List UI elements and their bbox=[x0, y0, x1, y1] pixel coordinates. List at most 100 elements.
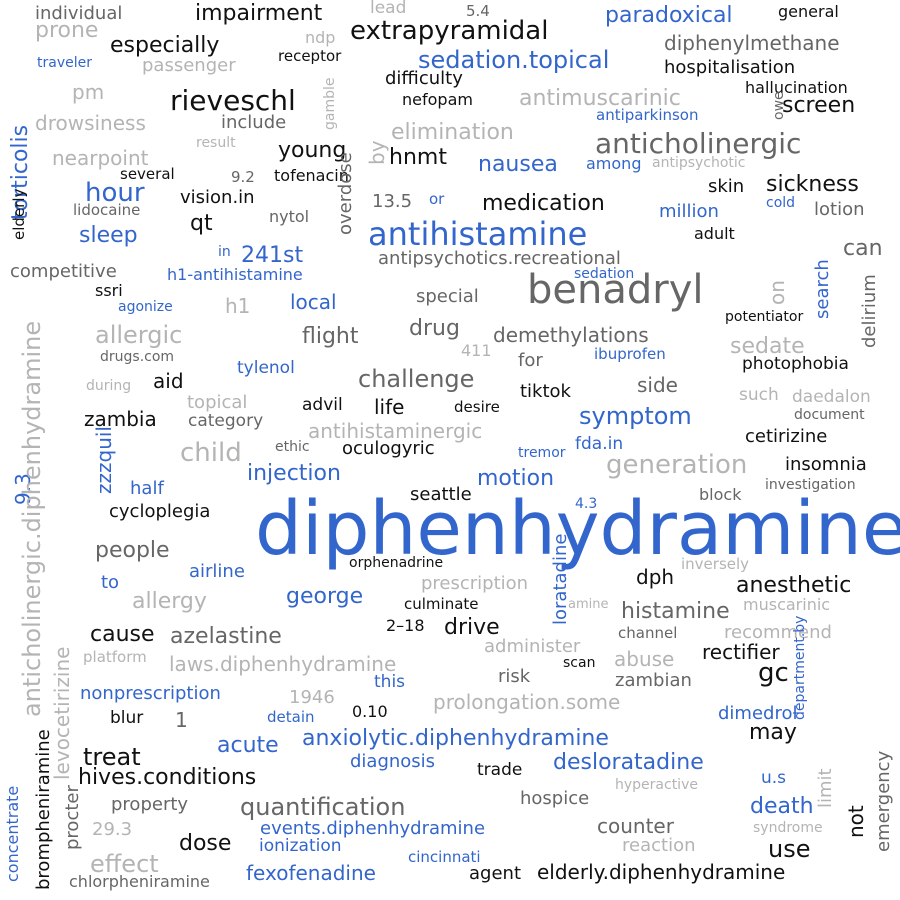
word-cincinnati: cincinnati bbox=[408, 848, 481, 866]
word-brompheniramine: brompheniramine bbox=[33, 729, 54, 890]
word-anticholinergic-diphenhydramine: anticholinergic.diphenhydramine bbox=[18, 320, 46, 717]
word-people: people bbox=[95, 538, 170, 563]
word-impairment: impairment bbox=[195, 1, 323, 26]
word-benadryl: benadryl bbox=[527, 267, 704, 313]
word-insomnia: insomnia bbox=[785, 454, 867, 475]
word-sleep: sleep bbox=[79, 223, 138, 248]
word-by: by bbox=[365, 140, 389, 165]
word-drowsiness: drowsiness bbox=[35, 111, 146, 135]
word-risk: risk bbox=[498, 666, 531, 687]
word-during: during bbox=[86, 378, 132, 394]
word-airline: airline bbox=[189, 561, 245, 582]
word-anticholinergic: anticholinergic bbox=[595, 127, 802, 160]
word-dimedrol: dimedrol bbox=[718, 703, 798, 724]
word-overdose: overdose bbox=[335, 152, 356, 235]
word-half: half bbox=[130, 478, 164, 499]
word-include: include bbox=[221, 112, 287, 133]
word-blur: blur bbox=[110, 708, 144, 728]
word-abuse: abuse bbox=[614, 647, 675, 671]
word-category: category bbox=[188, 411, 264, 431]
word-advil: advil bbox=[302, 395, 343, 415]
word-syndrome: syndrome bbox=[753, 820, 823, 836]
word-potentiator: potentiator bbox=[725, 309, 804, 325]
word-document: document bbox=[794, 407, 865, 423]
word-ndp: ndp bbox=[305, 28, 336, 47]
word-platform: platform bbox=[83, 648, 147, 666]
word-use: use bbox=[768, 835, 811, 863]
word-limit: limit bbox=[815, 768, 836, 808]
word-difficulty: difficulty bbox=[385, 68, 463, 89]
word-5-4: 5.4 bbox=[466, 2, 490, 20]
word-chlorpheniramine: chlorpheniramine bbox=[69, 872, 210, 891]
word-on: on bbox=[765, 280, 789, 305]
word-loratadine: loratadine bbox=[550, 533, 571, 625]
word-may: may bbox=[749, 720, 797, 745]
word-13-5: 13.5 bbox=[372, 191, 413, 212]
word-demethylations: demethylations bbox=[493, 323, 649, 347]
word-general: general bbox=[778, 2, 839, 21]
word-administer: administer bbox=[484, 636, 581, 657]
word-241st: 241st bbox=[241, 243, 304, 268]
word-gc: gc bbox=[758, 658, 789, 688]
word-vision-in: vision.in bbox=[180, 187, 255, 208]
word-investigation: investigation bbox=[765, 477, 856, 493]
word-cold: cold bbox=[766, 195, 796, 211]
word-h1-antihistamine: h1-antihistamine bbox=[167, 265, 303, 284]
word-2-18: 2–18 bbox=[386, 616, 425, 635]
word-child: child bbox=[180, 438, 242, 468]
word-young: young bbox=[278, 138, 347, 163]
word-amine: amine bbox=[568, 597, 609, 612]
word-allergy: allergy bbox=[132, 589, 207, 614]
word-zambian: zambian bbox=[615, 670, 692, 691]
word-h1: h1 bbox=[225, 294, 251, 318]
word-ionization: ionization bbox=[259, 836, 342, 856]
word-extrapyramidal: extrapyramidal bbox=[350, 16, 549, 46]
word-generation: generation bbox=[606, 450, 748, 480]
word-search: search bbox=[812, 259, 833, 319]
word-procter: procter bbox=[62, 785, 83, 850]
word-411: 411 bbox=[461, 341, 492, 360]
word-block: block bbox=[699, 485, 742, 504]
word-dose: dose bbox=[179, 831, 232, 856]
word-not: not bbox=[844, 805, 868, 838]
word-1: 1 bbox=[175, 708, 188, 732]
word-counter: counter bbox=[597, 814, 674, 838]
word-million: million bbox=[659, 201, 719, 222]
word-hallucination: hallucination bbox=[745, 78, 848, 97]
word-4-3: 4.3 bbox=[575, 496, 598, 512]
word-scan: scan bbox=[563, 655, 596, 671]
word-rieveschl: rieveschl bbox=[170, 84, 296, 117]
word-hospice: hospice bbox=[520, 788, 590, 809]
word-sickness: sickness bbox=[766, 172, 859, 197]
word-drive: drive bbox=[444, 615, 500, 640]
word-challenge: challenge bbox=[358, 365, 475, 393]
word-life: life bbox=[374, 395, 405, 419]
word-channel: channel bbox=[618, 624, 678, 642]
word-anesthetic: anesthetic bbox=[736, 573, 852, 598]
word-owe: owe bbox=[771, 91, 787, 120]
word-cause: cause bbox=[90, 622, 155, 647]
word-desire: desire bbox=[454, 398, 500, 416]
word-allergic: allergic bbox=[95, 321, 183, 349]
word-sedate: sedate bbox=[730, 334, 805, 359]
word-tiktok: tiktok bbox=[520, 381, 571, 402]
word-elimination: elimination bbox=[391, 120, 514, 145]
word-qt: qt bbox=[190, 211, 213, 236]
word-rectifier: rectifier bbox=[702, 640, 780, 664]
word-laws-diphenhydramine: laws.diphenhydramine bbox=[169, 652, 397, 676]
word-property: property bbox=[111, 794, 189, 815]
word-tylenol: tylenol bbox=[237, 358, 295, 378]
word-ethic: ethic bbox=[275, 439, 310, 455]
word-side: side bbox=[637, 373, 678, 397]
word-special: special bbox=[416, 286, 479, 307]
word-receptor: receptor bbox=[278, 47, 342, 65]
word-reaction: reaction bbox=[622, 835, 696, 856]
word-nonprescription: nonprescription bbox=[80, 683, 221, 704]
word-antimuscarinic: antimuscarinic bbox=[519, 86, 681, 111]
word-hospitalisation: hospitalisation bbox=[664, 57, 796, 78]
word-azelastine: azelastine bbox=[170, 624, 282, 649]
word-nytol: nytol bbox=[269, 207, 310, 226]
word-cetirizine: cetirizine bbox=[745, 426, 828, 447]
word-hour: hour bbox=[85, 178, 145, 208]
word-among: among bbox=[586, 154, 642, 173]
